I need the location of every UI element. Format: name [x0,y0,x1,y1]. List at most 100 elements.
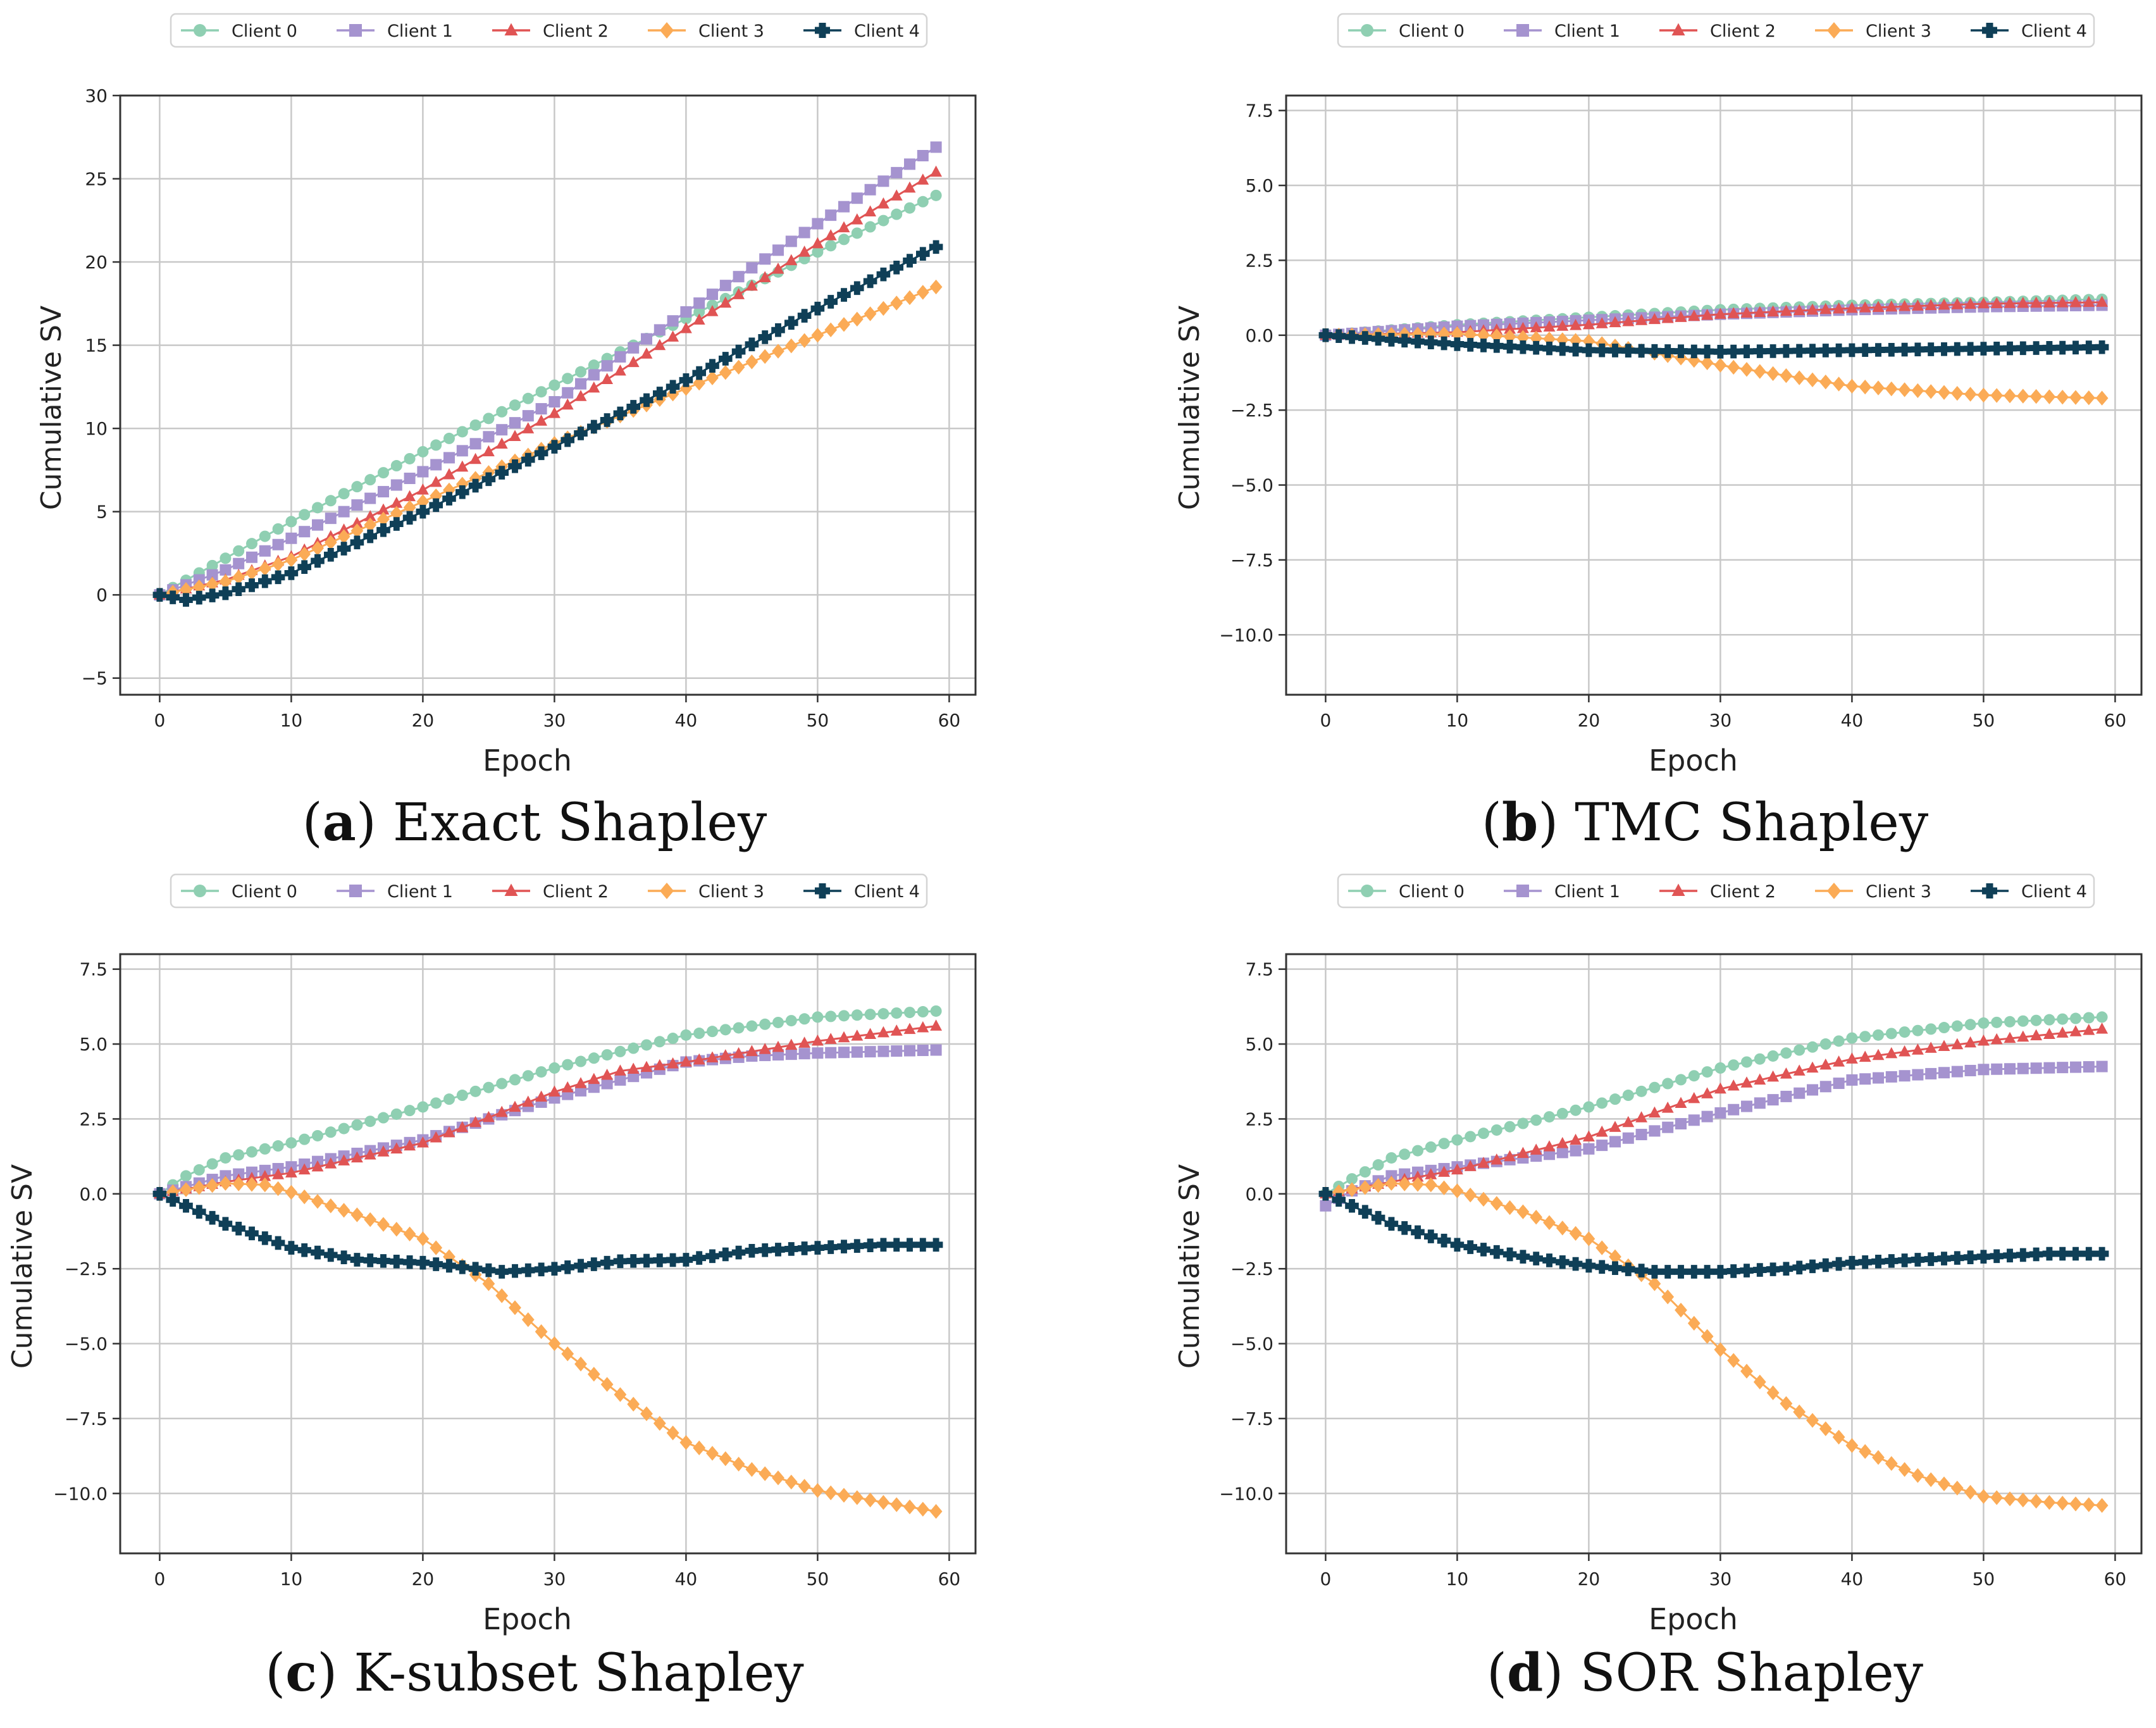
data-point [1766,344,1780,358]
data-point [1925,1023,1937,1035]
data-point [1964,1019,1976,1031]
data-point [350,1253,364,1267]
data-point [1831,343,1846,357]
data-point [785,1038,798,1050]
data-point [338,523,350,535]
data-point [851,192,863,204]
data-point [2083,1012,2095,1024]
data-point [1622,1116,1635,1128]
data-point [864,183,876,196]
data-point [1990,1033,2003,1045]
data-point [245,565,258,581]
data-point [2069,1496,2082,1512]
data-point [1701,1329,1714,1344]
data-point [838,221,850,233]
legend-label-client-0: Client 0 [1399,22,1465,41]
data-point [876,267,891,282]
data-point [2056,1495,2069,1511]
data-point [456,1090,468,1102]
data-point [1911,1468,1924,1483]
data-point [206,1158,218,1170]
data-point [1819,1258,1833,1272]
data-point [1726,344,1740,359]
legend-marker-client-1 [1516,885,1529,897]
data-point [1859,1444,1872,1459]
legend-label-client-2: Client 2 [1710,22,1776,41]
data-point [588,369,600,381]
data-point [179,1198,193,1213]
data-point [2055,340,2069,355]
data-point [1833,302,1845,314]
data-point [1859,1050,1871,1062]
data-point [350,1151,363,1163]
data-point [1608,1261,1622,1276]
data-point [404,490,416,502]
data-point [246,551,257,563]
data-point [1675,1074,1687,1086]
data-point [219,1176,232,1191]
data-point [1568,342,1583,357]
data-point [1832,1429,1845,1445]
data-point [1819,1038,1831,1050]
data-point [2029,1247,2043,1262]
data-point [272,538,284,550]
data-point [587,1257,601,1271]
data-point [495,466,509,480]
data-point [402,1255,417,1269]
data-point [271,1181,285,1197]
data-point [2057,1062,2069,1074]
data-point [1569,1226,1582,1241]
data-point [917,1045,929,1057]
caption-paren-close: ) [1543,1643,1580,1703]
data-point [232,1221,245,1236]
data-point [890,1024,903,1036]
data-point [1872,1048,1885,1060]
data-point [1977,297,1990,309]
data-point [1595,317,1608,328]
legend-label-client-2: Client 2 [543,882,609,902]
data-point [654,324,666,336]
data-point [1490,1196,1503,1211]
data-point [2017,1030,2029,1042]
data-point [1714,308,1726,319]
data-point [666,386,679,402]
data-point [1398,1176,1411,1191]
data-point [192,1205,206,1219]
data-point [547,1262,562,1276]
legend-marker-client-0 [1361,885,1373,897]
data-point [1819,1421,1832,1436]
data-point [2083,295,2095,308]
data-point [2004,1016,2016,1028]
data-point [1542,1253,1556,1267]
data-point [2017,1015,2029,1027]
data-point [772,344,784,359]
data-point [1688,1114,1700,1126]
data-point [324,1198,337,1214]
data-point [1964,1064,1976,1076]
data-point [232,582,245,597]
data-point [745,1462,759,1477]
data-point [574,1357,587,1372]
plot-frame [119,94,977,696]
data-point [1608,344,1622,357]
data-point [404,473,416,485]
data-point [509,1300,521,1315]
data-point [2004,1063,2016,1075]
data-point [417,445,429,457]
y-tick-label: −2.5 [1230,400,1273,421]
data-point [429,498,443,513]
data-point [1806,1413,1819,1428]
data-point [759,1043,771,1054]
data-point [851,1029,864,1041]
data-point [851,1009,863,1021]
data-point [1648,1106,1661,1118]
data-point [1701,1066,1713,1078]
data-point [350,523,364,538]
data-point [1911,383,1924,399]
y-axis-label: Cumulative SV [6,1164,39,1369]
data-point [377,511,390,527]
data-point [495,1288,509,1303]
data-point [771,1243,785,1257]
data-point [1807,1084,1818,1096]
data-point [640,347,653,359]
